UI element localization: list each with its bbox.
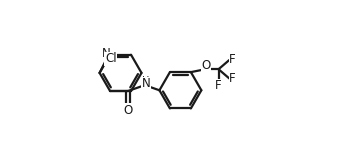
Text: F: F bbox=[229, 53, 236, 66]
Text: F: F bbox=[215, 79, 222, 92]
Text: F: F bbox=[229, 72, 236, 85]
Text: O: O bbox=[201, 59, 211, 72]
Text: H: H bbox=[142, 76, 150, 86]
Text: N: N bbox=[102, 47, 111, 60]
Text: Cl: Cl bbox=[105, 52, 117, 65]
Text: N: N bbox=[142, 77, 150, 90]
Text: O: O bbox=[123, 104, 132, 117]
